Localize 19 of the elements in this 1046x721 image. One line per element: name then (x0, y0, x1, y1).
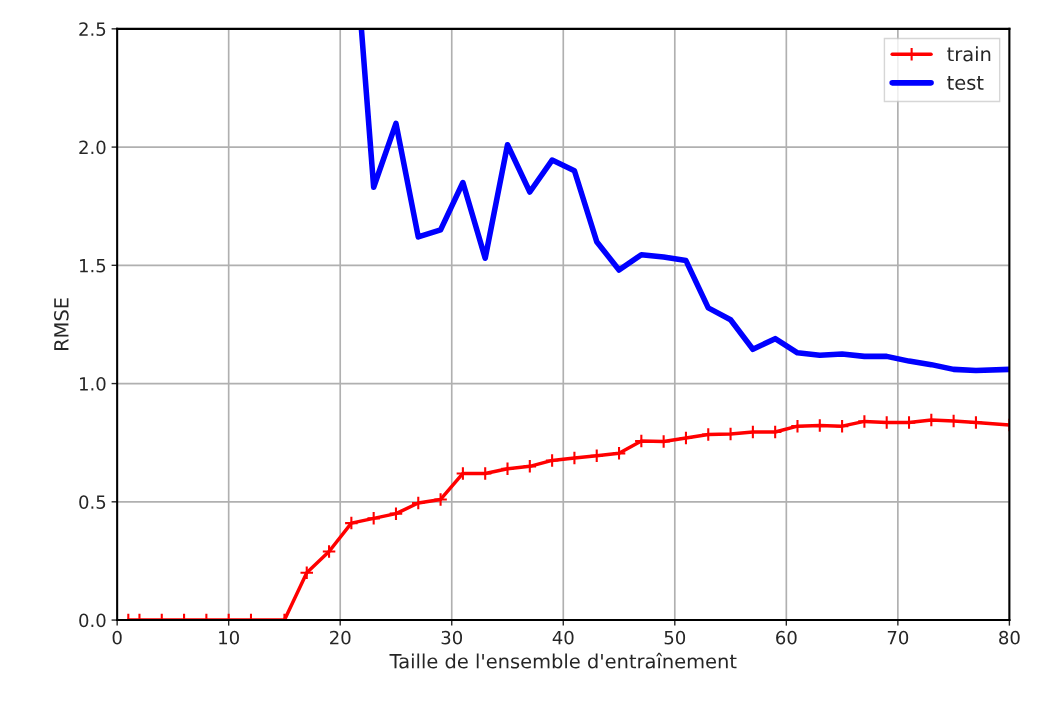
y-tick-label: 2.0 (79, 140, 106, 155)
y-axis-title: RMSE (53, 298, 69, 350)
x-tick-label: 80 (999, 630, 1020, 645)
y-tick-label: 1.5 (80, 259, 106, 273)
x-axis-title: Taille de l'ensemble d'entraînement (389, 652, 737, 669)
y-tick-label: 1.0 (80, 377, 106, 391)
legend-label: test (947, 76, 984, 90)
y-tick-label: 2.5 (79, 22, 106, 36)
x-tick-label: 60 (776, 630, 797, 645)
y-tick-label: 0.0 (79, 613, 106, 628)
x-tick-label: 40 (552, 630, 574, 645)
x-tick-label: 0 (112, 630, 122, 645)
x-tick-label: 30 (441, 630, 463, 645)
y-tick-label: 0.5 (79, 495, 106, 509)
x-tick-label: 70 (887, 630, 909, 645)
x-tick-label: 20 (330, 630, 351, 645)
x-tick-label: 10 (219, 630, 239, 645)
x-tick-label: 50 (664, 630, 686, 645)
legend-label: train (947, 46, 991, 62)
